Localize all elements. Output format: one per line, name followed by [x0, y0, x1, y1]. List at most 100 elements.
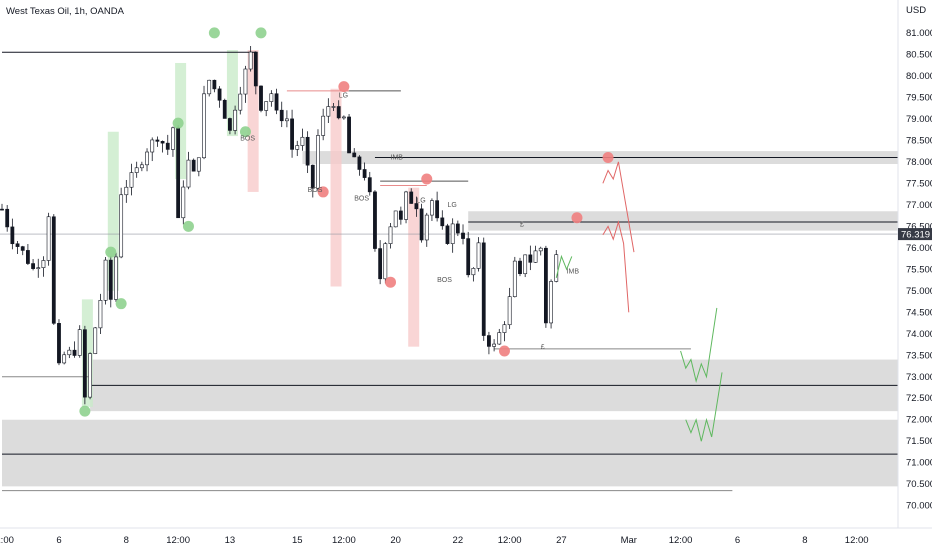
candle-body-42	[217, 88, 222, 101]
candle-body-54	[279, 109, 284, 122]
y-tick-label-20: 71.000	[906, 458, 932, 469]
candle-body-14	[72, 349, 77, 356]
x-tick-label-15: 12:00	[845, 535, 869, 546]
y-axis[interactable]: 81.000 80.500 80.000 79.500 79.000 78.500 78.0…	[906, 28, 932, 512]
candle-body-15	[77, 329, 82, 356]
projection-arrows-layer	[555, 161, 723, 442]
markers-layer	[79, 27, 614, 417]
swing-marker-3	[172, 117, 184, 129]
y-tick-label-0: 81.000	[906, 28, 932, 39]
candle-body-39	[202, 93, 206, 159]
candle-body-31	[160, 141, 165, 144]
y-tick-label-21: 70.500	[906, 479, 932, 490]
zones-layer	[2, 151, 898, 487]
swing-marker-11	[421, 173, 433, 185]
candle-body-99	[512, 260, 517, 297]
candle-body-90	[466, 238, 471, 276]
x-tick-label-4: 13	[225, 535, 236, 546]
candle-body-94	[487, 335, 491, 347]
candle-body-50	[259, 85, 263, 111]
candle-body-12	[62, 354, 67, 364]
candle-body-46	[238, 93, 243, 111]
candle-body-64	[331, 106, 336, 108]
y-tick-label-9: 76.500	[906, 221, 932, 232]
swing-marker-13	[571, 212, 583, 224]
candle-body-82	[424, 214, 429, 241]
y-tick-label-7: 77.500	[906, 178, 932, 189]
candle-body-47	[243, 68, 248, 95]
bearish-projection-1	[602, 161, 635, 253]
candle-body-6	[31, 263, 35, 269]
candle-body-72	[373, 191, 377, 249]
candle-body-75	[388, 226, 393, 244]
candle-body-67	[347, 116, 351, 154]
candle-body-11	[57, 323, 61, 364]
x-tick-label-1: 6	[56, 535, 61, 546]
candle-body-43	[222, 99, 227, 119]
candle-body-13	[67, 349, 72, 356]
annotation-label-5: LG	[339, 92, 348, 99]
annotation-label-10: £	[541, 344, 545, 351]
candle-body-4	[20, 246, 25, 251]
annotation-label-2: BOS	[354, 196, 369, 203]
candle-body-40	[207, 79, 212, 95]
x-tick-label-14: 8	[802, 535, 807, 546]
y-tick-label-22: 70.000	[906, 501, 932, 512]
candle-body-85	[440, 217, 445, 227]
candle-body-60	[310, 164, 315, 189]
candle-body-56	[290, 118, 294, 150]
y-tick-label-13: 74.500	[906, 307, 932, 318]
candle-body-66	[341, 116, 346, 119]
y-tick-label-5: 78.500	[906, 135, 932, 146]
candle-body-104	[538, 247, 543, 252]
swing-marker-7	[255, 27, 267, 39]
candle-body-21	[108, 259, 113, 300]
candle-body-55	[284, 118, 289, 122]
candle-body-86	[445, 225, 450, 244]
candle-body-59	[305, 136, 310, 166]
swing-marker-10	[385, 276, 396, 288]
annotation-label-8: IMB	[567, 269, 580, 276]
candle-body-32	[165, 142, 170, 150]
x-tick-label-2: 8	[124, 535, 129, 546]
swing-marker-2	[115, 298, 127, 310]
candle-body-45	[233, 109, 238, 131]
candle-body-93	[481, 242, 486, 336]
candle-body-83	[430, 200, 434, 216]
candle-body-81	[419, 208, 424, 241]
candle-body-25	[129, 172, 134, 188]
annotation-label-3: BOS	[437, 277, 452, 284]
candle-body-53	[274, 93, 279, 111]
y-tick-label-16: 73.000	[906, 372, 932, 383]
y-tick-label-11: 75.500	[906, 264, 932, 275]
candle-body-68	[352, 152, 357, 158]
candle-body-52	[269, 93, 274, 102]
candle-body-30	[155, 139, 160, 142]
candle-body-29	[150, 139, 155, 153]
y-tick-label-1: 80.500	[906, 49, 932, 60]
annotation-label-9: £	[520, 221, 524, 228]
bullish-projection-2	[685, 372, 723, 442]
price-layer	[0, 46, 559, 405]
candle-body-41	[212, 79, 217, 90]
candle-body-18	[93, 327, 98, 354]
candle-body-91	[471, 268, 476, 276]
candle-body-70	[362, 169, 367, 178]
bearish-projection-2	[602, 220, 630, 313]
x-tick-label-3: 12:00	[166, 535, 190, 546]
x-tick-label-10: 27	[556, 535, 567, 546]
swing-marker-5	[208, 27, 220, 39]
swing-marker-6	[239, 126, 251, 138]
candle-body-0	[0, 208, 4, 211]
highlight-band-4	[247, 50, 259, 192]
candle-body-63	[326, 106, 331, 117]
annotation-labels-layer: BOS BOS BOS BOS IMB LG LG LG IMB £ £	[240, 92, 579, 350]
candle-body-5	[25, 250, 30, 264]
candle-body-95	[492, 343, 497, 347]
y-tick-label-15: 73.500	[906, 350, 932, 361]
swing-marker-4	[182, 220, 194, 232]
candle-body-73	[378, 248, 383, 280]
candle-body-106	[549, 281, 553, 324]
